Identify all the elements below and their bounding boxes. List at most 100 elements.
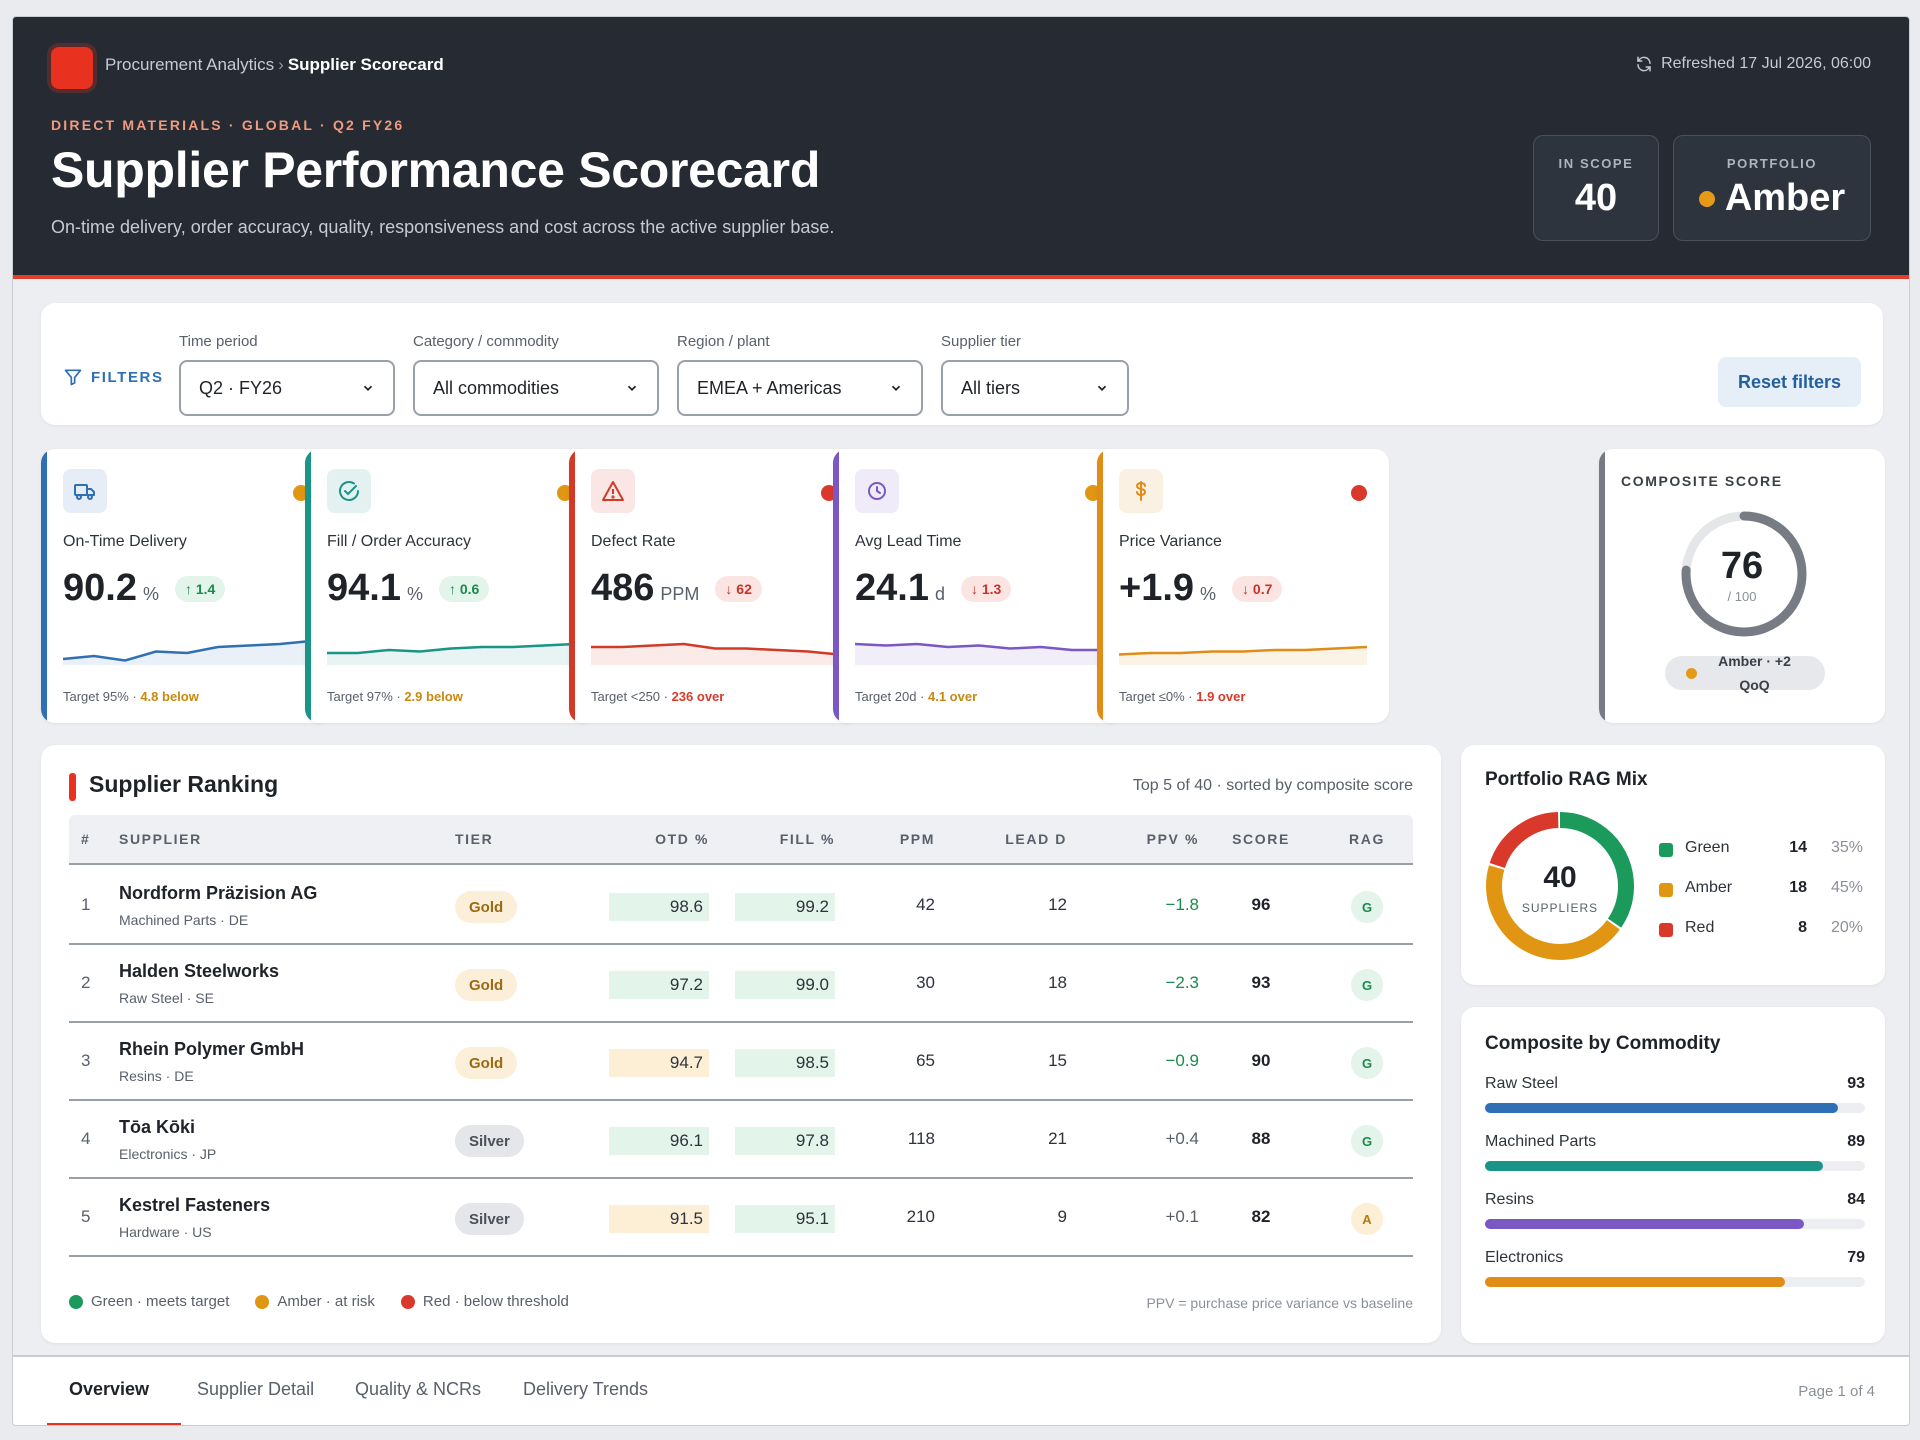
sparkline-area (591, 644, 839, 665)
legend-swatch (1659, 843, 1673, 857)
kpi-card[interactable]: Price Variance +1.9% ↓ 0.7 Target ≤0% · 1.9… (1097, 449, 1389, 723)
table-row[interactable]: 5 Kestrel Fasteners Hardware · US Silver 91.… (69, 1179, 1413, 1257)
ranking-meta: Top 5 of 40 · sorted by composite score (1132, 777, 1413, 794)
fill-cell: 99.0 (735, 971, 835, 999)
sparkline-line (63, 639, 311, 662)
kpi-card[interactable]: Avg Lead Time 24.1 d ↓ 1.3 Target 20d · 4.1 … (833, 449, 1123, 723)
rag-mix-legend-item: Green 14 35% (1659, 837, 1863, 863)
table-row[interactable]: 4 Tōa Kōki Electronics · JP Silver 96.1 97.8 1… (69, 1101, 1413, 1179)
app-logo[interactable] (51, 47, 93, 89)
kpi-target: Target 20d · 4.1 over (855, 689, 977, 704)
kpi-card[interactable]: On-Time Delivery 90.2% ↑ 1.4 Target 95% · 4… (41, 449, 331, 723)
region-select[interactable]: EMEA + Americas (677, 360, 923, 416)
table-row[interactable]: 2 Halden Steelworks Raw Steel · SE Gold 97.2… (69, 945, 1413, 1023)
dollar-icon (1135, 481, 1147, 501)
kpi-target-text: Target 97% · (327, 689, 405, 704)
commodity-row[interactable]: Machined Parts 89 (1485, 1133, 1865, 1171)
composite-score-card[interactable]: COMPOSITE SCORE 76 / 100 Amber · +2 QoQ (1599, 449, 1885, 723)
col-score[interactable]: SCORE (1232, 831, 1290, 847)
commodity-name: Electronics (1485, 1249, 1564, 1266)
col-fill[interactable]: FILL % (779, 831, 835, 847)
kpi-target-gap: 236 over (671, 689, 725, 704)
refresh-status[interactable]: Refreshed 17 Jul 2026, 06:00 (1635, 55, 1871, 73)
table-row[interactable]: 1 Nordform Präzision AG Machined Parts · D… (69, 867, 1413, 945)
kpi-target-text: Target 95% · (63, 689, 141, 704)
commodity-name: Machined Parts (1485, 1133, 1597, 1150)
col-rank[interactable]: # (81, 831, 91, 847)
commodity-name: Resins (1485, 1191, 1534, 1208)
rag-mix-title: Portfolio RAG Mix (1485, 769, 1648, 790)
composite-gauge-arc (1681, 511, 1807, 637)
col-ppv[interactable]: PPV % (1146, 831, 1199, 847)
red-dot (400, 1294, 415, 1309)
supplier-name[interactable]: Nordform Präzision AG (119, 883, 318, 903)
breadcrumb-parent[interactable]: Procurement Analytics (105, 55, 275, 74)
composite-score-value: 76 (1720, 545, 1764, 587)
kpi-card[interactable]: Fill / Order Accuracy 94.1% ↑ 0.6 Target 97… (305, 449, 595, 723)
otd-cell: 96.1 (609, 1127, 709, 1155)
commodity-row[interactable]: Raw Steel 93 (1485, 1075, 1865, 1113)
col-otd[interactable]: OTD % (655, 831, 709, 847)
tab-supplier-detail[interactable]: Supplier Detail (197, 1379, 315, 1399)
category-select[interactable]: All commodities (413, 360, 659, 416)
supplier-category: Resins · DE (119, 1068, 194, 1084)
kpi-delta: ↓ 62 (715, 576, 762, 602)
bottom-tab-bar: Overview Supplier Detail Quality & NCRs … (13, 1355, 1909, 1425)
col-lead[interactable]: LEAD D (1005, 831, 1067, 847)
supplier-name[interactable]: Tōa Kōki (119, 1117, 196, 1137)
otd-cell: 91.5 (609, 1205, 709, 1233)
reset-filters-button[interactable]: Reset filters (1717, 357, 1861, 407)
rag-mix-legend-item: Red 8 20% (1659, 917, 1863, 943)
commodity-score: 93 (1847, 1075, 1865, 1092)
refresh-text: Refreshed 17 Jul 2026, 06:00 (1661, 55, 1871, 72)
rag-badge: G (1351, 1047, 1383, 1079)
fill-cell: 95.1 (735, 1205, 835, 1233)
portfolio-label: PORTFOLIO (1726, 156, 1818, 171)
chevron-down-icon (891, 385, 901, 391)
kpi-value-row: 486 PPM ↓ 62 (591, 567, 762, 610)
commodity-panel: Composite by Commodity Raw Steel 93 Machin… (1461, 1007, 1885, 1343)
commodity-row[interactable]: Resins 84 (1485, 1191, 1865, 1229)
rag-mix-panel: Portfolio RAG Mix 40 SUPPLIERS Green 14 35… (1461, 745, 1885, 985)
table-row[interactable]: 3 Rhein Polymer GmbH Resins · DE Gold 94.7 98… (69, 1023, 1413, 1101)
active-tab-indicator (47, 1423, 181, 1425)
col-tier[interactable]: TIER (455, 831, 494, 847)
commodity-bar-track (1485, 1219, 1865, 1229)
tier-select[interactable]: All tiers (941, 360, 1129, 416)
legend-percent: 20% (1830, 919, 1863, 936)
category-value: All commodities (433, 377, 560, 398)
legend-green: Green · meets target (69, 1293, 229, 1310)
kpi-icon (855, 469, 899, 513)
ppm-cell: 42 (916, 895, 935, 914)
supplier-category: Electronics · JP (119, 1146, 217, 1162)
rag-badge: G (1351, 891, 1383, 923)
col-supplier[interactable]: SUPPLIER (119, 831, 202, 847)
kpi-unit: % (1200, 584, 1217, 604)
sparkline-area (1119, 647, 1367, 665)
tab-delivery-trends[interactable]: Delivery Trends (523, 1379, 649, 1399)
commodity-bar-fill (1485, 1103, 1839, 1113)
col-rag[interactable]: RAG (1349, 831, 1385, 847)
tab-quality-ncrs[interactable]: Quality & NCRs (355, 1379, 482, 1399)
commodity-row[interactable]: Electronics 79 (1485, 1249, 1865, 1287)
sparkline-line (327, 642, 575, 655)
time-period-label: Time period (179, 333, 258, 350)
supplier-name[interactable]: Rhein Polymer GmbH (119, 1039, 305, 1059)
donut-slice-green[interactable] (1486, 812, 1634, 960)
col-ppm[interactable]: PPM (899, 831, 935, 847)
legend-count: 8 (1798, 919, 1807, 936)
legend-name: Green (1685, 839, 1730, 856)
kpi-icon (327, 469, 371, 513)
tier-badge: Gold (455, 969, 518, 1001)
tier-label: Supplier tier (941, 333, 1022, 350)
tab-overview[interactable]: Overview (69, 1379, 150, 1399)
portfolio-value: Amber (1724, 177, 1846, 219)
sparkline-line (855, 642, 1103, 652)
supplier-name[interactable]: Halden Steelworks (119, 961, 280, 981)
kpi-delta: ↓ 0.7 (1232, 576, 1283, 602)
time-period-select[interactable]: Q2 · FY26 (179, 360, 395, 416)
rank-number: 3 (81, 1051, 91, 1070)
donut-slice-amber[interactable] (1486, 812, 1634, 960)
supplier-name[interactable]: Kestrel Fasteners (119, 1195, 271, 1215)
kpi-card[interactable]: Defect Rate 486 PPM ↓ 62 Target <250 · 236 o… (569, 449, 859, 723)
